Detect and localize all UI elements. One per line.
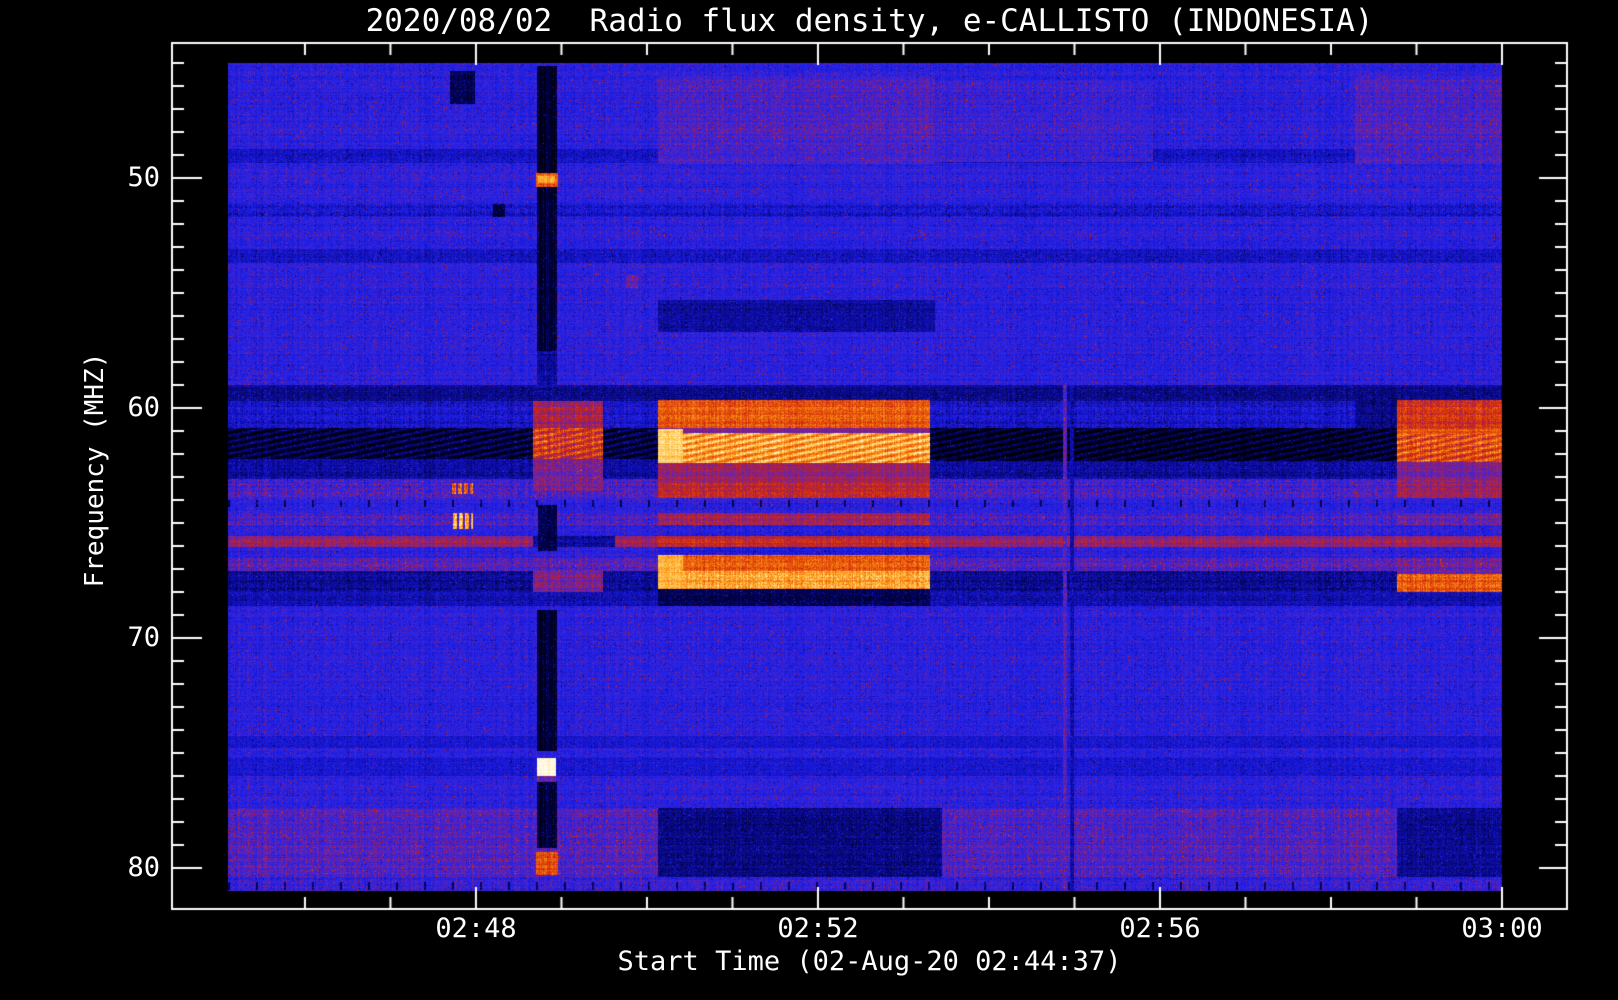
chart-title: 2020/08/02 Radio flux density, e-CALLIST… <box>365 3 1374 39</box>
y-tick-label-50: 50 <box>127 162 160 193</box>
x-tick-label-02:56: 02:56 <box>1119 913 1201 944</box>
x-tick-label-02:52: 02:52 <box>777 913 859 944</box>
y-tick-label-70: 70 <box>127 622 160 653</box>
x-tick-label-03:00: 03:00 <box>1461 913 1543 944</box>
y-axis-label: Frequency (MHZ) <box>80 352 110 588</box>
y-tick-label-60: 60 <box>127 392 160 423</box>
x-axis-label: Start Time (02-Aug-20 02:44:37) <box>617 946 1122 977</box>
y-tick-label-80: 80 <box>127 852 160 883</box>
x-tick-label-02:48: 02:48 <box>435 913 517 944</box>
